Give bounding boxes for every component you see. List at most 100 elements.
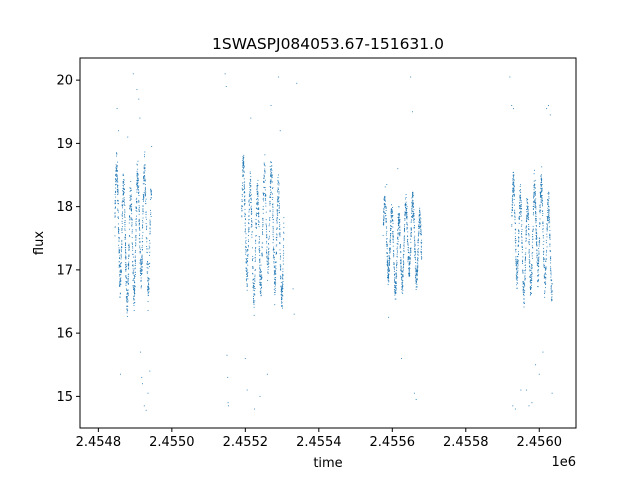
data-point: [412, 210, 414, 212]
data-point: [273, 254, 275, 256]
data-point: [413, 227, 415, 229]
data-point: [269, 218, 270, 220]
data-point: [116, 174, 118, 176]
data-point: [515, 229, 517, 231]
data-point: [514, 232, 516, 234]
data-point: [131, 219, 133, 221]
data-point: [249, 171, 251, 173]
data-point: [243, 163, 245, 164]
data-point: [416, 269, 417, 271]
data-point: [134, 275, 136, 277]
data-point: [261, 254, 263, 256]
data-point: [132, 285, 134, 286]
data-point: [118, 203, 119, 205]
data-point: [129, 228, 130, 230]
data-point: [389, 248, 391, 250]
data-point: [128, 283, 129, 285]
data-point: [272, 234, 274, 236]
data-point: [386, 238, 388, 239]
data-point: [129, 215, 131, 217]
data-point: [263, 164, 265, 166]
data-point: [279, 236, 281, 238]
data-point: [514, 217, 516, 219]
data-point: [515, 261, 517, 262]
data-point: [243, 192, 245, 194]
data-point: [526, 234, 528, 236]
data-point: [527, 207, 529, 209]
data-point: [135, 250, 137, 251]
data-point: [543, 252, 545, 254]
data-point: [548, 196, 550, 198]
data-point: [536, 235, 538, 237]
data-point: [130, 209, 132, 211]
data-point: [259, 281, 261, 283]
data-point: [524, 285, 526, 287]
data-point: [384, 203, 385, 205]
data-point: [520, 197, 522, 199]
data-point: [262, 212, 264, 214]
data-point: [519, 208, 521, 210]
data-point: [392, 237, 394, 239]
data-point: [125, 257, 127, 259]
data-point: [139, 259, 141, 261]
data-point: [142, 205, 144, 207]
data-point: [120, 248, 122, 250]
data-point: [397, 214, 399, 216]
data-point: [115, 178, 117, 180]
data-point: [403, 253, 404, 255]
data-point: [277, 191, 279, 193]
data-point: [247, 261, 248, 262]
data-point: [528, 241, 530, 243]
data-point: [147, 293, 149, 295]
data-point: [139, 252, 141, 254]
data-point: [254, 294, 256, 296]
data-point: [516, 282, 518, 284]
data-point: [267, 272, 269, 274]
data-point: [114, 226, 116, 228]
data-point: [150, 197, 152, 199]
data-point: [137, 181, 139, 183]
data-point: [282, 260, 284, 262]
data-point: [134, 287, 135, 289]
data-point: [281, 289, 283, 291]
data-point: [515, 265, 517, 267]
data-point: [133, 295, 135, 297]
data-point: [403, 245, 405, 246]
data-point: [526, 208, 528, 210]
data-point: [145, 409, 147, 411]
data-point: [114, 212, 116, 214]
data-point: [385, 226, 387, 228]
data-point: [393, 267, 395, 269]
data-point: [519, 199, 521, 201]
data-point: [261, 271, 262, 273]
data-point: [390, 213, 392, 215]
data-point: [410, 250, 411, 252]
data-point: [402, 281, 404, 283]
data-point: [389, 241, 391, 242]
data-point: [125, 263, 127, 265]
data-point: [253, 283, 255, 285]
data-point: [130, 195, 132, 197]
data-point: [524, 261, 526, 263]
data-point: [530, 280, 532, 281]
data-point: [251, 213, 252, 215]
data-point: [125, 270, 127, 272]
data-point: [245, 250, 247, 252]
data-point: [419, 214, 421, 216]
data-point: [135, 235, 137, 236]
data-point: [403, 250, 405, 252]
data-point: [250, 117, 252, 119]
data-point: [390, 217, 392, 219]
data-point: [136, 180, 138, 181]
data-point: [544, 291, 546, 293]
data-point: [550, 270, 552, 272]
data-point: [388, 264, 390, 266]
data-point: [393, 262, 395, 264]
data-point: [145, 200, 147, 202]
data-point: [128, 266, 130, 268]
data-point: [128, 244, 130, 246]
data-point: [270, 175, 272, 177]
data-point: [543, 254, 544, 255]
data-point: [547, 104, 549, 106]
data-point: [246, 286, 248, 287]
